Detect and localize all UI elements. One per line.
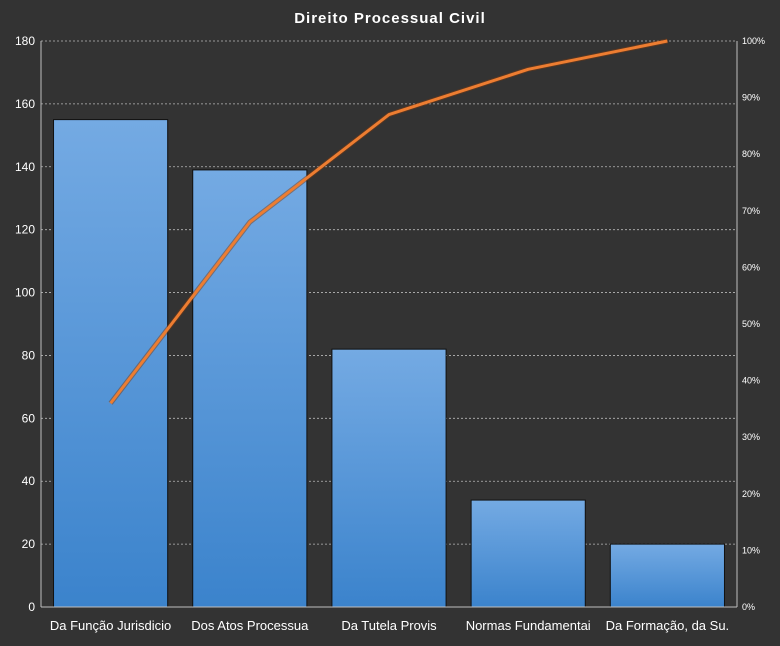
y-tick-label-0: 0 bbox=[28, 600, 35, 614]
y2-tick-label-2: 20% bbox=[742, 489, 760, 499]
y2-tick-label-3: 30% bbox=[742, 432, 760, 442]
y2-tick-label-4: 40% bbox=[742, 376, 760, 386]
x-tick-label-2: Da Tutela Provis bbox=[341, 618, 437, 633]
y-axis-right: 0% 10% 20% 30% 40% 50% 60% 70% 80% 90% 100% bbox=[736, 36, 765, 612]
chart-title: Direito Processual Civil bbox=[294, 10, 486, 27]
y-tick-label-8: 160 bbox=[15, 97, 35, 111]
y-axis-left: 0 20 40 60 80 100 120 140 160 180 bbox=[15, 34, 42, 614]
y2-tick-label-1: 10% bbox=[742, 545, 760, 555]
bar-2 bbox=[331, 348, 447, 608]
y-tick-label-7: 140 bbox=[15, 160, 35, 174]
bar-0 bbox=[53, 119, 169, 608]
y2-tick-label-7: 70% bbox=[742, 206, 760, 216]
bars bbox=[53, 119, 725, 608]
y-tick-label-1: 20 bbox=[22, 537, 36, 551]
y2-tick-label-8: 80% bbox=[742, 149, 760, 159]
bar-4 bbox=[609, 543, 725, 608]
y2-tick-label-9: 90% bbox=[742, 93, 760, 103]
bar-3 bbox=[470, 499, 586, 608]
x-tick-label-1: Dos Atos Processua bbox=[191, 618, 309, 633]
y-tick-label-4: 80 bbox=[22, 348, 36, 362]
y-tick-label-3: 60 bbox=[22, 411, 36, 425]
y-tick-label-6: 120 bbox=[15, 223, 35, 237]
y2-tick-label-6: 60% bbox=[742, 262, 760, 272]
x-tick-label-3: Normas Fundamentai bbox=[466, 618, 591, 633]
cumulative-line-layer bbox=[108, 38, 668, 405]
cumulative-line bbox=[109, 39, 668, 405]
y2-tick-label-10: 100% bbox=[742, 36, 765, 46]
x-tick-label-0: Da Função Jurisdicio bbox=[50, 618, 171, 633]
y-tick-label-9: 180 bbox=[15, 34, 35, 48]
y-tick-label-5: 100 bbox=[15, 286, 35, 300]
x-tick-label-4: Da Formação, da Su. bbox=[606, 618, 730, 633]
x-axis: Da Função Jurisdicio Dos Atos Processua Da… bbox=[41, 606, 737, 633]
y2-tick-label-0: 0% bbox=[742, 602, 755, 612]
y2-tick-label-5: 50% bbox=[742, 319, 760, 329]
bar-1 bbox=[192, 169, 308, 608]
y-tick-label-2: 40 bbox=[22, 474, 36, 488]
